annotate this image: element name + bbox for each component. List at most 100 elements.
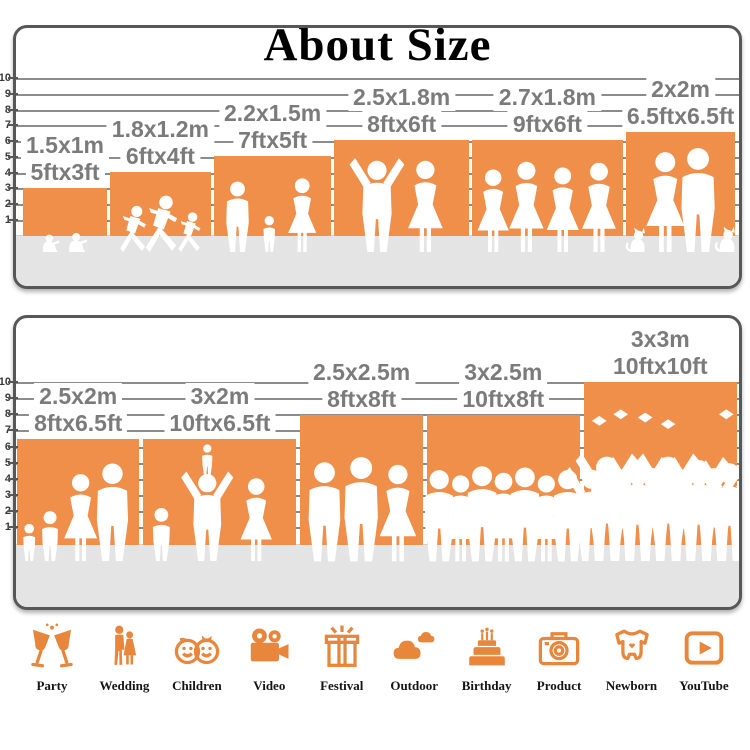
person-silhouette <box>350 158 405 252</box>
scene-couple-with-pets <box>625 148 735 252</box>
scene-kids-reading <box>42 232 88 252</box>
category-label: Newborn <box>605 678 658 693</box>
axis-tick-label: 7 <box>0 119 11 131</box>
size-label-imperial: 8ftx8ft <box>322 385 402 413</box>
axis-tick <box>8 219 18 221</box>
axis-tick <box>8 493 18 496</box>
person-silhouette <box>202 444 213 477</box>
person-silhouette <box>424 469 454 561</box>
category-label: Wedding <box>99 678 150 693</box>
axis-tick <box>8 461 18 464</box>
product-icon <box>538 632 580 666</box>
axis-tick-label: 9 <box>0 88 11 100</box>
category-outdoor: Outdoor <box>380 622 448 694</box>
person-silhouette <box>96 463 129 561</box>
scene-family-of-four <box>23 463 129 561</box>
person-silhouette <box>181 471 234 561</box>
wedding-icon <box>114 625 137 665</box>
axis-tick <box>8 140 18 143</box>
size-label: 2.2x1.5m 7ftx5ft <box>218 100 327 154</box>
size-label-metric: 3x3m <box>625 326 695 353</box>
axis-tick-label: 7 <box>0 424 11 436</box>
person-silhouette <box>145 195 178 252</box>
size-label: 3x3m 10ftx10ft <box>607 326 713 380</box>
axis-tick-label: 6 <box>0 441 11 453</box>
children-icon <box>174 635 220 665</box>
youtube-icon <box>684 631 724 665</box>
category-party: Party <box>18 622 86 694</box>
size-label-imperial: 9ftx6ft <box>507 111 587 138</box>
size-label-imperial: 10ftx10ft <box>607 353 713 380</box>
size-label-metric: 3x2.5m <box>459 358 548 386</box>
category-label: Festival <box>320 678 364 693</box>
person-silhouette <box>69 232 88 252</box>
axis-tick-label: 4 <box>0 167 11 179</box>
size-label: 2.7x1.8m 9ftx6ft <box>493 84 601 138</box>
person-silhouette <box>226 181 249 252</box>
person-silhouette <box>546 167 579 252</box>
size-label: 3x2.5m 10ftx8ft <box>457 358 550 413</box>
scene-group-of-seven <box>424 465 583 561</box>
axis-tick <box>8 397 18 400</box>
size-label-imperial: 6.5ftx6.5ft <box>621 103 739 130</box>
size-label-metric: 1.8x1.2m <box>106 116 214 143</box>
axis-tick-label: 2 <box>0 505 11 517</box>
graduation-cap-silhouette <box>660 419 676 429</box>
scene-family-walking <box>226 178 316 252</box>
axis-tick-label: 5 <box>0 151 11 163</box>
axis-tick-label: 3 <box>0 182 11 194</box>
size-label: 1.8x1.2m 6ftx4ft <box>106 116 214 170</box>
person-silhouette <box>42 234 60 252</box>
person-silhouette <box>240 478 273 561</box>
size-panel-8ftx6ft <box>334 140 469 236</box>
person-silhouette <box>509 161 544 252</box>
size-label-metric: 1.5x1m <box>20 132 110 159</box>
axis-tick-label: 10 <box>0 71 11 84</box>
size-label-metric: 2.5x2.5m <box>307 358 416 386</box>
size-label-imperial: 8ftx6.5ft <box>29 410 128 438</box>
graduation-cap-silhouette <box>591 415 607 426</box>
person-silhouette <box>64 474 98 561</box>
person-silhouette <box>309 461 341 561</box>
person-silhouette <box>466 465 498 561</box>
size-label-imperial: 8ftx6ft <box>362 111 442 138</box>
size-label-imperial: 5ftx3ft <box>25 159 105 186</box>
pet-silhouette <box>714 226 735 252</box>
scene-three-adults <box>309 456 417 561</box>
axis-tick <box>8 76 18 79</box>
category-label: Product <box>536 678 582 693</box>
category-label: YouTube <box>679 678 729 693</box>
size-panel-5ftx3ft <box>23 188 107 236</box>
category-wedding: Wedding <box>90 622 158 694</box>
axis-tick <box>8 171 18 174</box>
size-label-metric: 2.2x1.5m <box>218 100 327 127</box>
page-title: About Size <box>263 25 492 71</box>
birthday-icon <box>468 627 505 666</box>
person-silhouette <box>477 169 509 252</box>
axis-tick <box>8 155 18 158</box>
person-silhouette <box>178 212 201 252</box>
category-label: Children <box>172 678 222 693</box>
axis-tick-label: 2 <box>0 198 11 210</box>
axis-tick <box>8 108 18 111</box>
axis-tick <box>8 429 18 432</box>
category-newborn: Newborn <box>598 622 666 694</box>
axis-tick <box>8 203 18 206</box>
category-label: Video <box>253 678 286 693</box>
size-chart-large: 2.5x2m 8ftx6.5ft 3x2m 10ftx6.5ft 2.5x2.5… <box>13 315 742 610</box>
axis-tick-label: 3 <box>0 489 11 501</box>
size-label-imperial: 7ftx5ft <box>233 127 313 154</box>
axis-tick-label: 6 <box>0 135 11 147</box>
person-silhouette <box>23 523 36 561</box>
person-silhouette <box>408 160 444 252</box>
scene-wedding-couple <box>350 158 444 252</box>
person-silhouette <box>263 215 275 252</box>
person-silhouette <box>42 511 59 561</box>
size-label: 2.5x2.5m 8ftx8ft <box>307 358 416 413</box>
scene-kids-running <box>120 195 201 252</box>
category-label: Party <box>36 678 68 693</box>
axis-tick-label: 8 <box>0 408 11 420</box>
size-label: 1.5x1m 5ftx3ft <box>20 132 110 186</box>
size-label-metric: 2.5x1.8m <box>347 84 456 111</box>
